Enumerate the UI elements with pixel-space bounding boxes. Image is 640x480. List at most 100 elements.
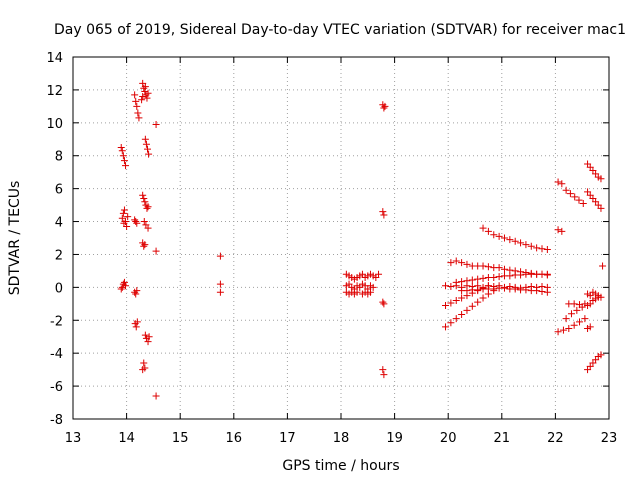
data-point xyxy=(140,218,148,226)
data-point xyxy=(597,204,605,212)
data-point xyxy=(144,224,152,232)
data-point xyxy=(143,204,151,212)
data-point xyxy=(118,283,126,291)
y-tick-label: 6 xyxy=(55,183,63,198)
data-point xyxy=(447,319,455,327)
x-tick-label: 14 xyxy=(118,431,135,446)
y-tick-label: 4 xyxy=(55,216,63,231)
data-point xyxy=(495,232,503,240)
data-point xyxy=(511,237,519,245)
data-point xyxy=(484,263,492,271)
y-tick-label: 0 xyxy=(55,281,63,296)
data-point xyxy=(463,306,471,314)
data-point xyxy=(463,260,471,268)
data-point xyxy=(468,289,476,297)
data-point xyxy=(543,246,551,254)
y-tick-label: 14 xyxy=(46,51,63,66)
data-point xyxy=(511,285,519,293)
data-point xyxy=(458,278,466,286)
x-tick-label: 19 xyxy=(386,431,403,446)
data-point xyxy=(447,283,455,291)
data-point xyxy=(141,88,149,96)
data-point xyxy=(380,371,388,379)
data-point xyxy=(484,290,492,298)
data-point xyxy=(517,271,525,279)
data-point xyxy=(119,209,127,217)
data-point xyxy=(495,264,503,272)
data-point xyxy=(447,259,455,267)
data-point xyxy=(562,315,570,323)
data-point xyxy=(142,140,150,148)
gridlines xyxy=(73,57,609,419)
data-point xyxy=(463,277,471,285)
data-point xyxy=(447,299,455,307)
data-point xyxy=(124,213,132,221)
data-point xyxy=(594,293,602,301)
data-point xyxy=(597,351,605,359)
y-tick-label: 8 xyxy=(55,150,63,165)
data-point xyxy=(576,318,584,326)
data-point xyxy=(533,244,541,252)
data-point xyxy=(152,392,160,400)
data-point xyxy=(495,273,503,281)
data-point xyxy=(484,282,492,290)
data-point xyxy=(120,206,128,214)
data-point xyxy=(558,227,566,235)
data-point xyxy=(145,333,153,341)
data-point xyxy=(141,331,149,339)
data-point xyxy=(353,288,361,296)
data-point xyxy=(571,193,579,201)
data-point xyxy=(122,218,130,226)
data-point xyxy=(380,211,388,219)
data-point xyxy=(120,157,128,165)
data-point xyxy=(570,300,578,308)
data-point xyxy=(500,284,508,292)
data-point xyxy=(517,239,525,247)
data-point xyxy=(484,227,492,235)
data-point xyxy=(133,102,141,110)
data-point xyxy=(139,191,147,199)
data-point xyxy=(140,195,148,203)
x-tick-label: 15 xyxy=(172,431,189,446)
data-point xyxy=(380,300,388,308)
data-point xyxy=(565,325,573,332)
data-point xyxy=(479,294,487,302)
data-point xyxy=(118,214,126,222)
x-tick-label: 20 xyxy=(440,431,457,446)
data-point xyxy=(566,190,574,198)
data-point xyxy=(533,287,541,295)
data-point xyxy=(559,326,567,334)
data-point xyxy=(152,247,160,255)
data-point xyxy=(538,287,546,295)
data-point xyxy=(118,147,126,155)
data-point xyxy=(139,366,147,374)
data-point xyxy=(468,302,476,310)
x-tick-label: 23 xyxy=(601,431,618,446)
data-point xyxy=(468,276,476,284)
data-point xyxy=(573,306,581,314)
data-point xyxy=(452,297,460,305)
data-point xyxy=(576,301,584,309)
y-tick-label: -2 xyxy=(50,314,63,329)
data-point xyxy=(474,275,482,283)
data-point xyxy=(599,262,607,270)
data-point xyxy=(543,288,551,296)
data-point xyxy=(381,102,389,110)
y-axis-title: SDTVAR / TECUs xyxy=(7,181,23,296)
data-point xyxy=(500,265,508,273)
data-point xyxy=(474,287,482,295)
data-point xyxy=(581,315,589,323)
data-point xyxy=(140,359,148,367)
data-point xyxy=(479,262,487,270)
data-point xyxy=(543,270,551,278)
x-tick-label: 18 xyxy=(333,431,350,446)
data-point xyxy=(144,145,152,153)
x-tick-label: 17 xyxy=(279,431,296,446)
y-tick-label: -4 xyxy=(50,347,63,362)
x-axis-title: GPS time / hours xyxy=(282,458,399,474)
data-point xyxy=(442,301,450,309)
data-point xyxy=(131,91,139,99)
data-point xyxy=(140,84,148,92)
data-point xyxy=(144,203,152,211)
data-point xyxy=(141,83,149,91)
